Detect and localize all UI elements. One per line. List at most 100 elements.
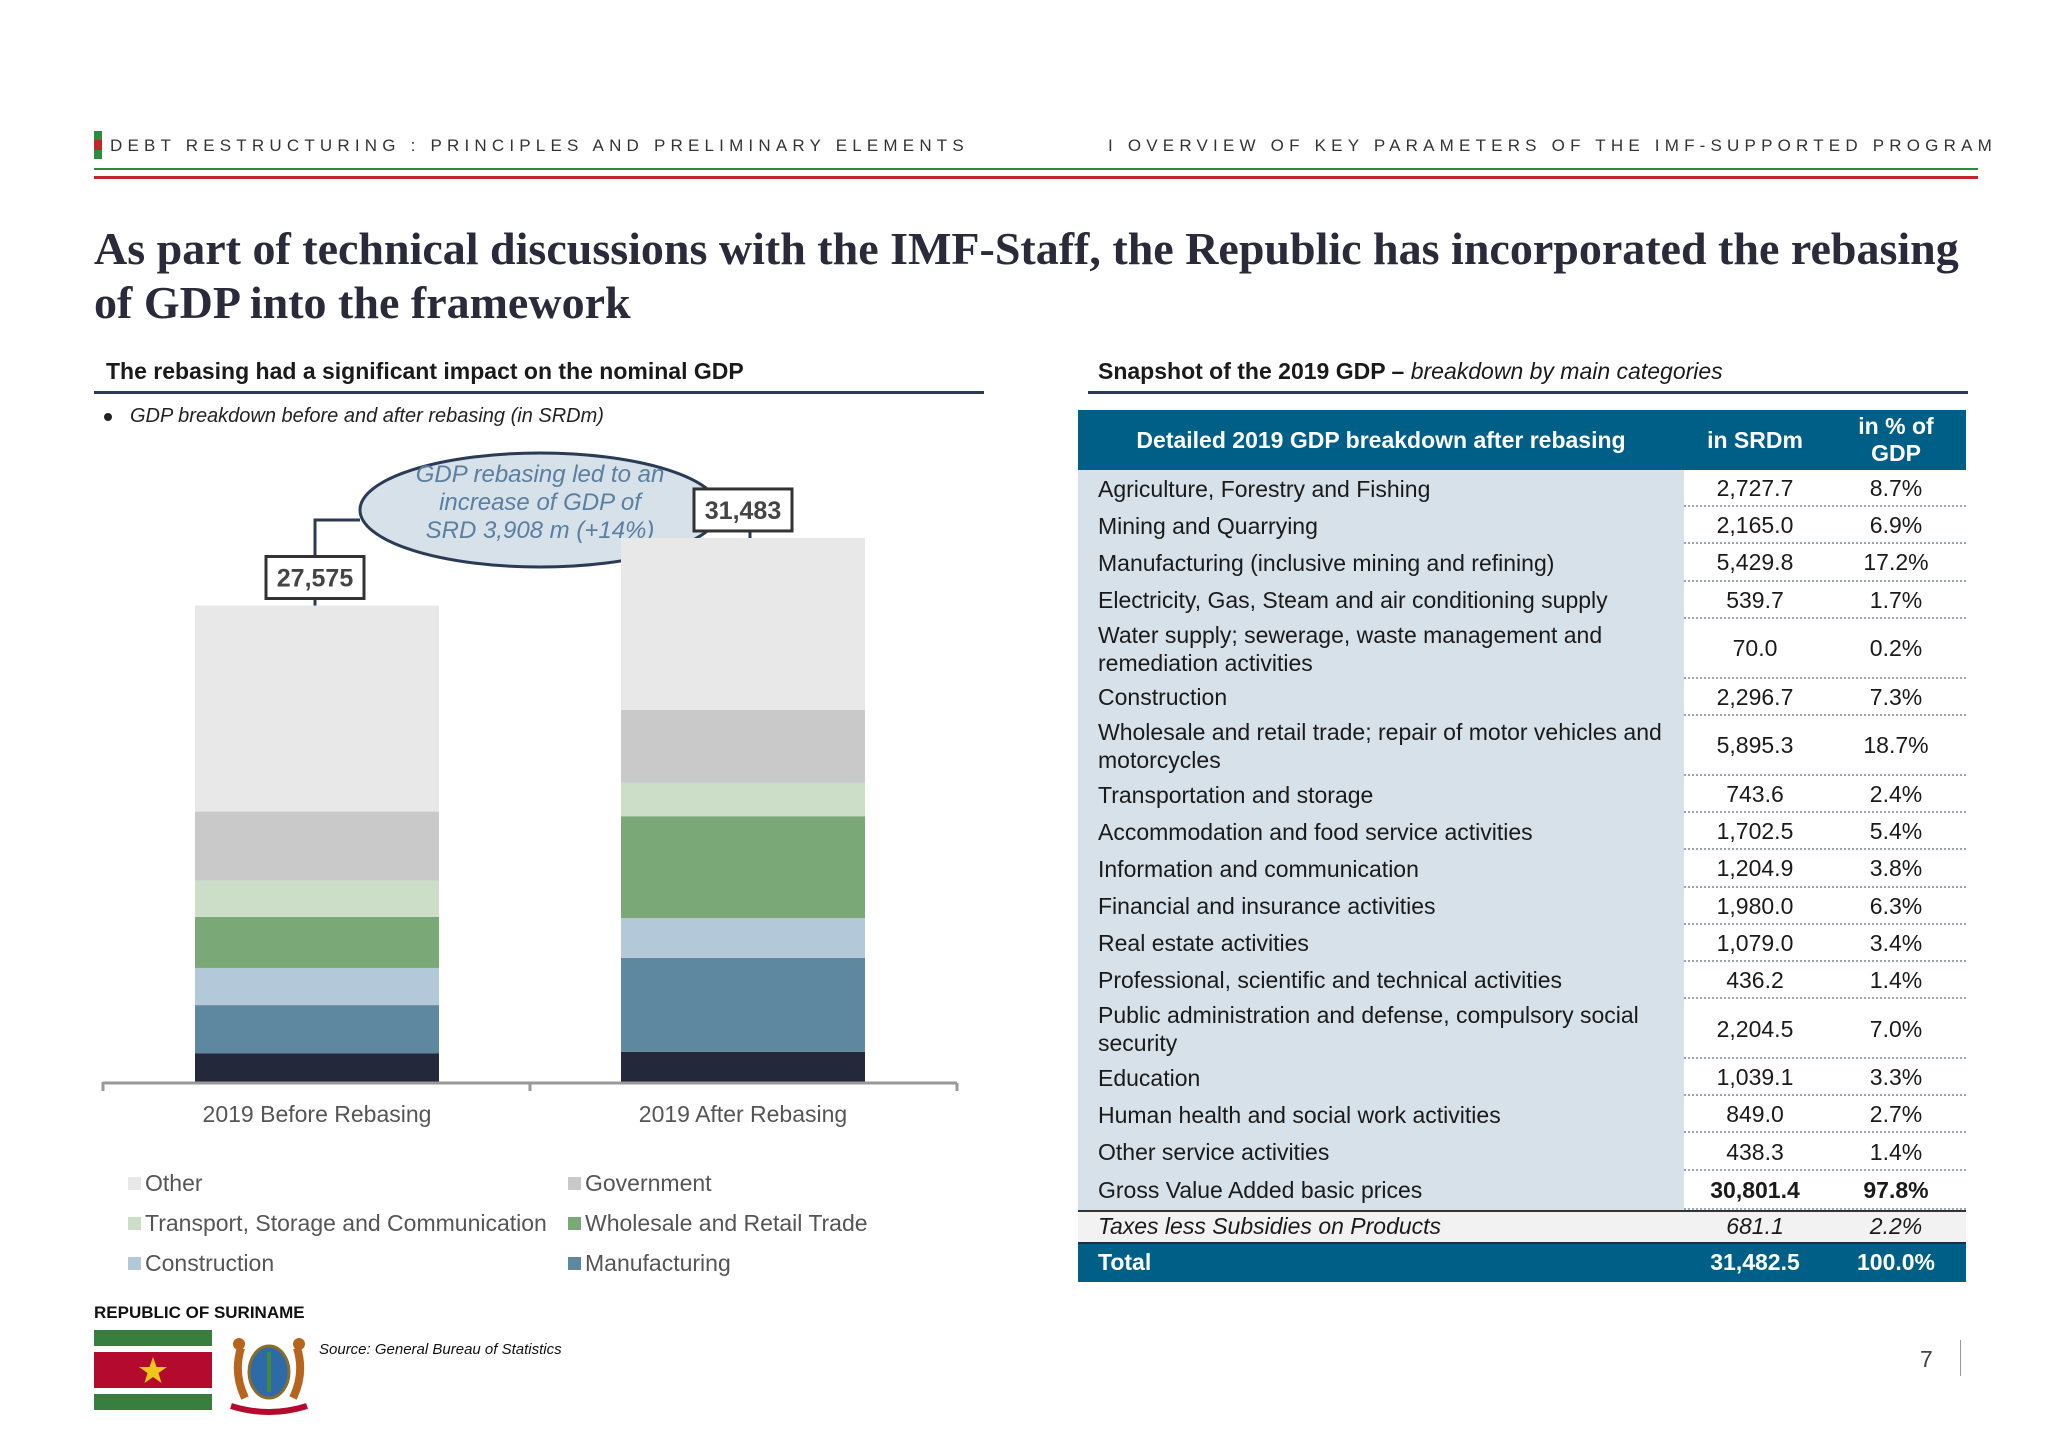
row-divider (1684, 885, 1966, 888)
legend-item-construction: Construction (128, 1250, 274, 1277)
header-rule-red (94, 176, 1978, 179)
bar-segment-other (621, 537, 865, 710)
row-label: Water supply; sewerage, waste management… (1078, 618, 1684, 679)
bar-segment-wholesale-and-retail-trade (621, 816, 865, 919)
row-divider (1684, 616, 1966, 619)
table-row: Gross Value Added basic prices 30,801.4 97… (1078, 1170, 1966, 1210)
bar-segment-government (195, 811, 439, 881)
header-right-title: I OVERVIEW OF KEY PARAMETERS OF THE IMF-… (1108, 136, 1997, 155)
row-divider (1684, 959, 1966, 962)
row-value-srd: 1,204.9 (1716, 855, 1794, 882)
bar-segment-series-0 (195, 1053, 439, 1082)
row-value-srd: 1,702.5 (1716, 818, 1794, 845)
row-value-srd: 743.6 (1726, 781, 1784, 808)
table-row: Water supply; sewerage, waste management… (1078, 618, 1966, 679)
gdp-breakdown-table: Detailed 2019 GDP breakdown after rebasi… (1078, 410, 1966, 1282)
row-divider (1684, 773, 1966, 776)
table-row: Electricity, Gas, Steam and air conditio… (1078, 581, 1966, 619)
row-value-srd: 2,204.5 (1716, 1015, 1794, 1042)
row-value-srd: 436.2 (1726, 966, 1784, 993)
row-divider (1684, 1131, 1966, 1134)
table-row: Construction 2,296.7 7.3% (1078, 678, 1966, 716)
bar-segment-wholesale-and-retail-trade (195, 916, 439, 968)
row-value-pct: 1.4% (1869, 1138, 1923, 1165)
row-divider (1684, 505, 1966, 508)
row-value-pct: 3.8% (1869, 855, 1923, 882)
x-axis-line (101, 1081, 959, 1091)
legend-swatch-icon (128, 1257, 141, 1270)
legend-swatch-icon (568, 1217, 581, 1230)
total-pct: 100.0% (1856, 1249, 1935, 1276)
row-value-pct: 6.9% (1869, 512, 1923, 539)
row-value-pct: 17.2% (1863, 549, 1929, 576)
total-label: Total (1098, 1249, 1152, 1276)
table-header-srd: in SRDm (1707, 426, 1803, 453)
row-value-srd: 1,079.0 (1716, 929, 1794, 956)
row-label: Transportation and storage (1078, 775, 1684, 814)
table-body: Agriculture, Forestry and Fishing 2,727.7… (1078, 470, 1966, 1210)
row-value-pct: 97.8% (1863, 1176, 1929, 1203)
bar-segment-other (195, 605, 439, 812)
table-row: Accommodation and food service activitie… (1078, 813, 1966, 851)
table-row: Transportation and storage 743.6 2.4% (1078, 775, 1966, 814)
row-value-pct: 5.4% (1869, 818, 1923, 845)
table-row: Real estate activities 1,079.0 3.4% (1078, 924, 1966, 962)
row-label: Professional, scientific and technical a… (1078, 961, 1684, 1000)
row-divider (1684, 848, 1966, 851)
row-value-srd: 539.7 (1726, 586, 1784, 613)
row-divider (1684, 542, 1966, 545)
right-section-heading-text: Snapshot of the 2019 GDP – (1098, 358, 1411, 384)
legend-label: Manufacturing (585, 1250, 731, 1276)
header-flag-icon (94, 131, 102, 159)
row-value-srd: 849.0 (1726, 1101, 1784, 1128)
row-label: Construction (1078, 678, 1684, 716)
legend-swatch-icon (128, 1217, 141, 1230)
table-row: Public administration and defense, compu… (1078, 999, 1966, 1060)
legend-item-other: Other (128, 1170, 203, 1197)
total-label-box (264, 555, 366, 601)
legend-label: Construction (145, 1250, 275, 1276)
table-row: Mining and Quarrying 2,165.0 6.9% (1078, 507, 1966, 545)
row-divider (1684, 676, 1966, 679)
table-row-taxes: Taxes less Subsidies on Products 681.1 2… (1078, 1209, 1966, 1242)
taxes-label: Taxes less Subsidies on Products (1098, 1213, 1442, 1240)
callout-line-3: SRD 3,908 m (+14%) (426, 517, 655, 544)
gdp-stacked-bar-chart: GDP rebasing led to an increase of GDP o… (101, 451, 959, 1127)
callout-line-2: increase of GDP of (439, 489, 643, 516)
bar-segment-construction (195, 967, 439, 1006)
row-value-srd: 70.0 (1732, 635, 1778, 662)
row-value-srd: 2,296.7 (1716, 683, 1794, 710)
suriname-flag-icon (94, 1330, 212, 1410)
row-value-pct: 6.3% (1869, 892, 1923, 919)
row-divider (1684, 1168, 1966, 1171)
table-row: Financial and insurance activities 1,980.… (1078, 887, 1966, 925)
row-value-pct: 1.4% (1869, 966, 1923, 993)
republic-label: REPUBLIC OF SURINAME (94, 1303, 305, 1322)
row-value-pct: 3.4% (1869, 929, 1923, 956)
row-value-pct: 2.7% (1869, 1101, 1923, 1128)
row-divider (1684, 579, 1966, 582)
legend-swatch-icon (568, 1257, 581, 1270)
row-label: Financial and insurance activities (1078, 887, 1684, 925)
left-section-rule (94, 391, 984, 394)
row-value-pct: 18.7% (1863, 732, 1929, 759)
legend-label: Transport, Storage and Communication (145, 1210, 547, 1236)
legend-item-wholesale: Wholesale and Retail Trade (568, 1210, 868, 1237)
callout-line-1: GDP rebasing led to an (416, 461, 665, 488)
row-divider (1684, 1207, 1966, 1210)
row-value-srd: 5,429.8 (1716, 549, 1794, 576)
legend-item-transport: Transport, Storage and Communication (128, 1210, 547, 1237)
row-value-srd: 1,039.1 (1716, 1064, 1794, 1091)
taxes-pct: 2.2% (1869, 1213, 1923, 1240)
legend-swatch-icon (568, 1177, 581, 1190)
table-header-pct: in % of GDP (1858, 413, 1934, 466)
table-header-category: Detailed 2019 GDP breakdown after rebasi… (1136, 426, 1626, 453)
bullet-dot-icon (104, 412, 112, 421)
row-label: Agriculture, Forestry and Fishing (1078, 470, 1684, 508)
row-divider (1684, 922, 1966, 925)
bar-segment-transport-storage-and-communication (195, 880, 439, 917)
row-divider (1684, 1094, 1966, 1097)
bar-total-label: 27,575 (264, 555, 366, 601)
row-value-srd: 30,801.4 (1710, 1176, 1800, 1203)
row-label: Other service activities (1078, 1133, 1684, 1171)
